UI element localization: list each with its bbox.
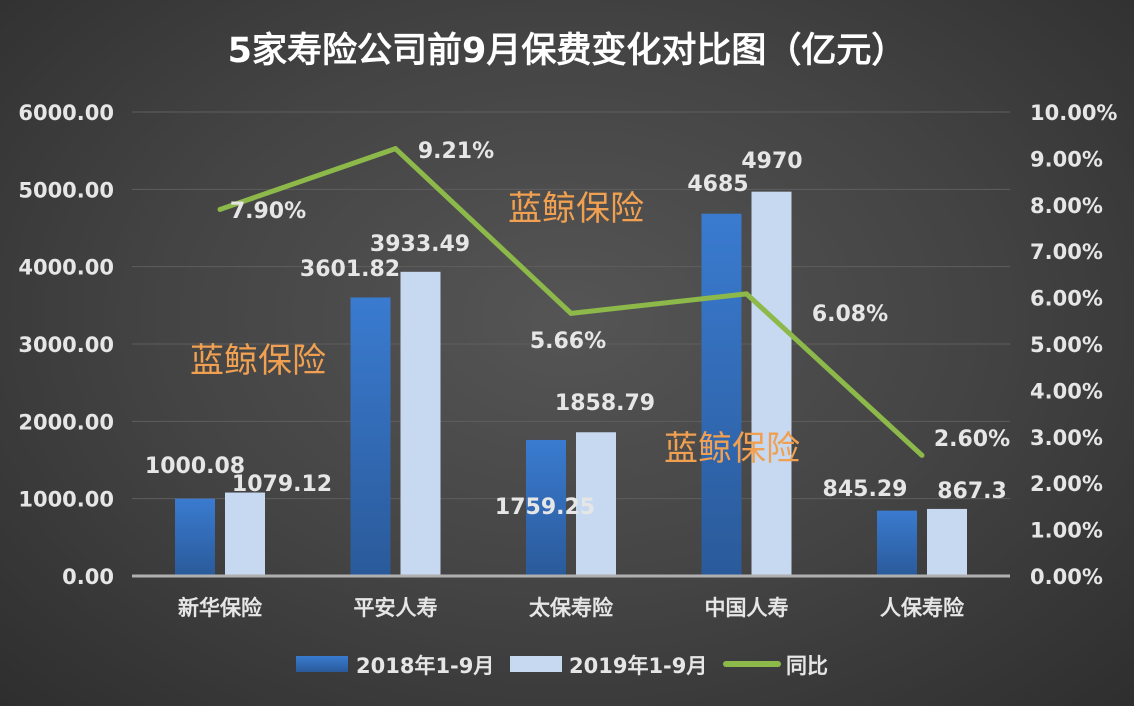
bar-2018 [350,297,391,576]
right-tick-label: 8.00% [1030,194,1103,218]
data-label-2019: 3933.49 [370,232,470,257]
data-label-2019: 1079.12 [232,472,332,497]
right-tick-label: 6.00% [1030,287,1103,311]
bar-2018 [877,510,917,576]
left-tick-label: 0.00 [62,565,114,589]
right-tick-label: 0.00% [1030,565,1103,589]
left-tick-label: 4000.00 [18,256,114,280]
data-label-2018: 1759.25 [495,495,595,520]
watermark: 蓝鲸保险 [664,429,800,469]
right-tick-label: 1.00% [1030,519,1103,543]
right-tick-label: 9.00% [1030,147,1103,171]
right-tick-label: 5.00% [1030,333,1103,357]
legend-swatch-2019 [510,656,562,672]
bar-2019 [225,492,265,576]
data-label-yoy: 6.08% [812,302,888,327]
right-tick-label: 4.00% [1030,379,1103,403]
bar-2018 [701,213,742,576]
bars [175,191,967,577]
legend-label-yoy: 同比 [786,654,828,678]
data-label-yoy: 7.90% [230,199,306,224]
data-label-yoy: 5.66% [530,329,606,354]
right-tick-label: 2.00% [1030,472,1103,496]
left-tick-label: 1000.00 [18,488,114,512]
category-label: 中国人寿 [705,596,789,620]
legend-label-2018: 2018年1-9月 [356,654,494,678]
right-tick-label: 7.00% [1030,240,1103,264]
data-label-2019: 4970 [741,149,802,174]
left-tick-label: 2000.00 [18,410,114,434]
data-label-2018: 4685 [687,172,748,197]
bar-2019 [751,191,792,577]
axes: 0.00 1000.00 2000.00 3000.00 4000.00 5000.00 6… [18,101,1117,620]
bar-2019 [927,508,967,576]
watermark: 蓝鲸保险 [508,189,644,229]
data-labels: 1000.08 3601.82 1759.25 4685 845.29 1079.12 39… [145,139,1010,520]
data-label-2018: 3601.82 [300,257,400,282]
legend: 2018年1-9月 2019年1-9月 同比 [296,654,828,678]
data-label-2019: 1858.79 [555,391,655,416]
yoy-point [919,452,925,458]
bar-2019 [400,271,441,576]
data-label-yoy: 9.21% [418,139,494,164]
yoy-point [744,291,749,297]
right-tick-label: 3.00% [1030,426,1103,450]
category-label: 平安人寿 [354,596,438,620]
bar-2019 [576,432,616,576]
left-tick-label: 5000.00 [18,178,114,202]
yoy-point [217,206,223,212]
category-label: 人保寿险 [880,596,965,620]
data-label-2018: 845.29 [823,477,908,502]
bar-2018 [526,439,566,576]
data-label-2019: 867.3 [937,479,1007,504]
data-label-yoy: 2.60% [934,427,1010,452]
bar-2018 [175,498,215,576]
data-label-2018: 1000.08 [145,454,245,479]
watermark: 蓝鲸保险 [190,341,326,381]
left-tick-label: 6000.00 [18,101,114,125]
right-tick-label: 10.00% [1030,101,1117,125]
legend-label-2019: 2019年1-9月 [569,654,707,678]
legend-swatch-2018 [296,656,348,672]
category-label: 太保寿险 [529,596,614,620]
yoy-point [393,146,398,152]
chart-title: 5家寿险公司前9月保费变化对比图（亿元） [228,31,907,71]
left-tick-label: 3000.00 [18,333,114,357]
line-series [217,146,925,458]
category-label: 新华保险 [178,596,263,620]
yoy-point [568,310,574,316]
